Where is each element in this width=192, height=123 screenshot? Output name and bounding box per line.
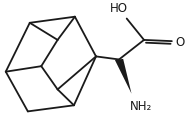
Polygon shape [115, 59, 132, 94]
Text: O: O [176, 36, 185, 49]
Text: NH₂: NH₂ [130, 100, 152, 113]
Text: HO: HO [110, 2, 128, 15]
